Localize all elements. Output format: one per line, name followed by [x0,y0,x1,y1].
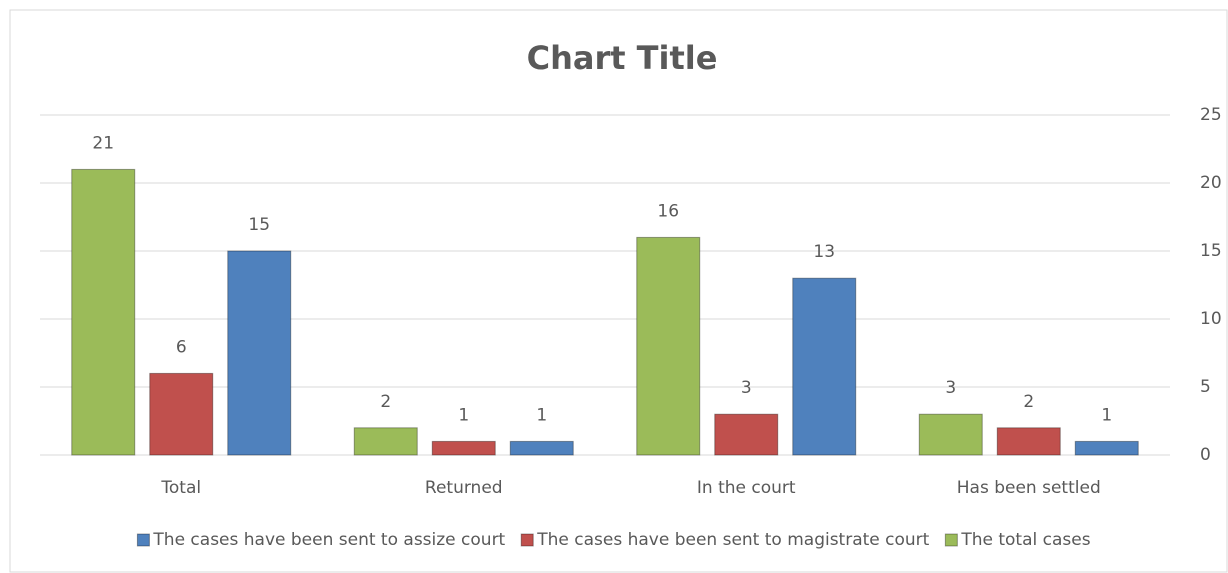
x-tick-label: Has been settled [957,478,1101,498]
bar [636,236,701,456]
bar [353,427,418,456]
x-tick-label: Returned [425,478,503,498]
bar [509,440,574,456]
x-tick-label: In the court [697,478,796,498]
legend-label: The total cases [960,530,1090,550]
data-label: 15 [248,215,270,235]
bar [227,250,292,456]
bar [431,440,496,456]
data-label: 13 [813,242,835,262]
data-label: 3 [741,378,752,398]
data-label: 1 [536,405,547,425]
legend-swatch [136,533,150,547]
legend-label: The cases have been sent to assize court [152,530,505,550]
bar [918,413,983,456]
y-tick-label: 15 [1200,241,1222,261]
data-label: 21 [92,133,114,153]
bar [996,427,1061,456]
data-label: 6 [176,337,187,357]
y-tick-label: 10 [1200,309,1222,329]
y-tick-label: 25 [1200,105,1222,125]
legend-label: The cases have been sent to magistrate c… [536,530,929,550]
bar [792,277,857,456]
data-label: 3 [945,378,956,398]
data-label: 16 [657,201,679,221]
chart-area [9,9,1228,573]
legend-swatch [944,533,958,547]
y-tick-label: 5 [1200,377,1211,397]
bar [714,413,779,456]
legend-swatch [520,533,534,547]
bar [149,372,214,456]
chart-title: Chart Title [527,39,718,77]
data-label: 1 [1101,405,1112,425]
data-label: 2 [1023,392,1034,412]
y-tick-label: 20 [1200,173,1222,193]
bar [71,168,136,456]
bar [1074,440,1139,456]
data-label: 1 [458,405,469,425]
y-tick-label: 0 [1200,445,1211,465]
data-label: 2 [380,392,391,412]
x-tick-label: Total [160,478,201,498]
